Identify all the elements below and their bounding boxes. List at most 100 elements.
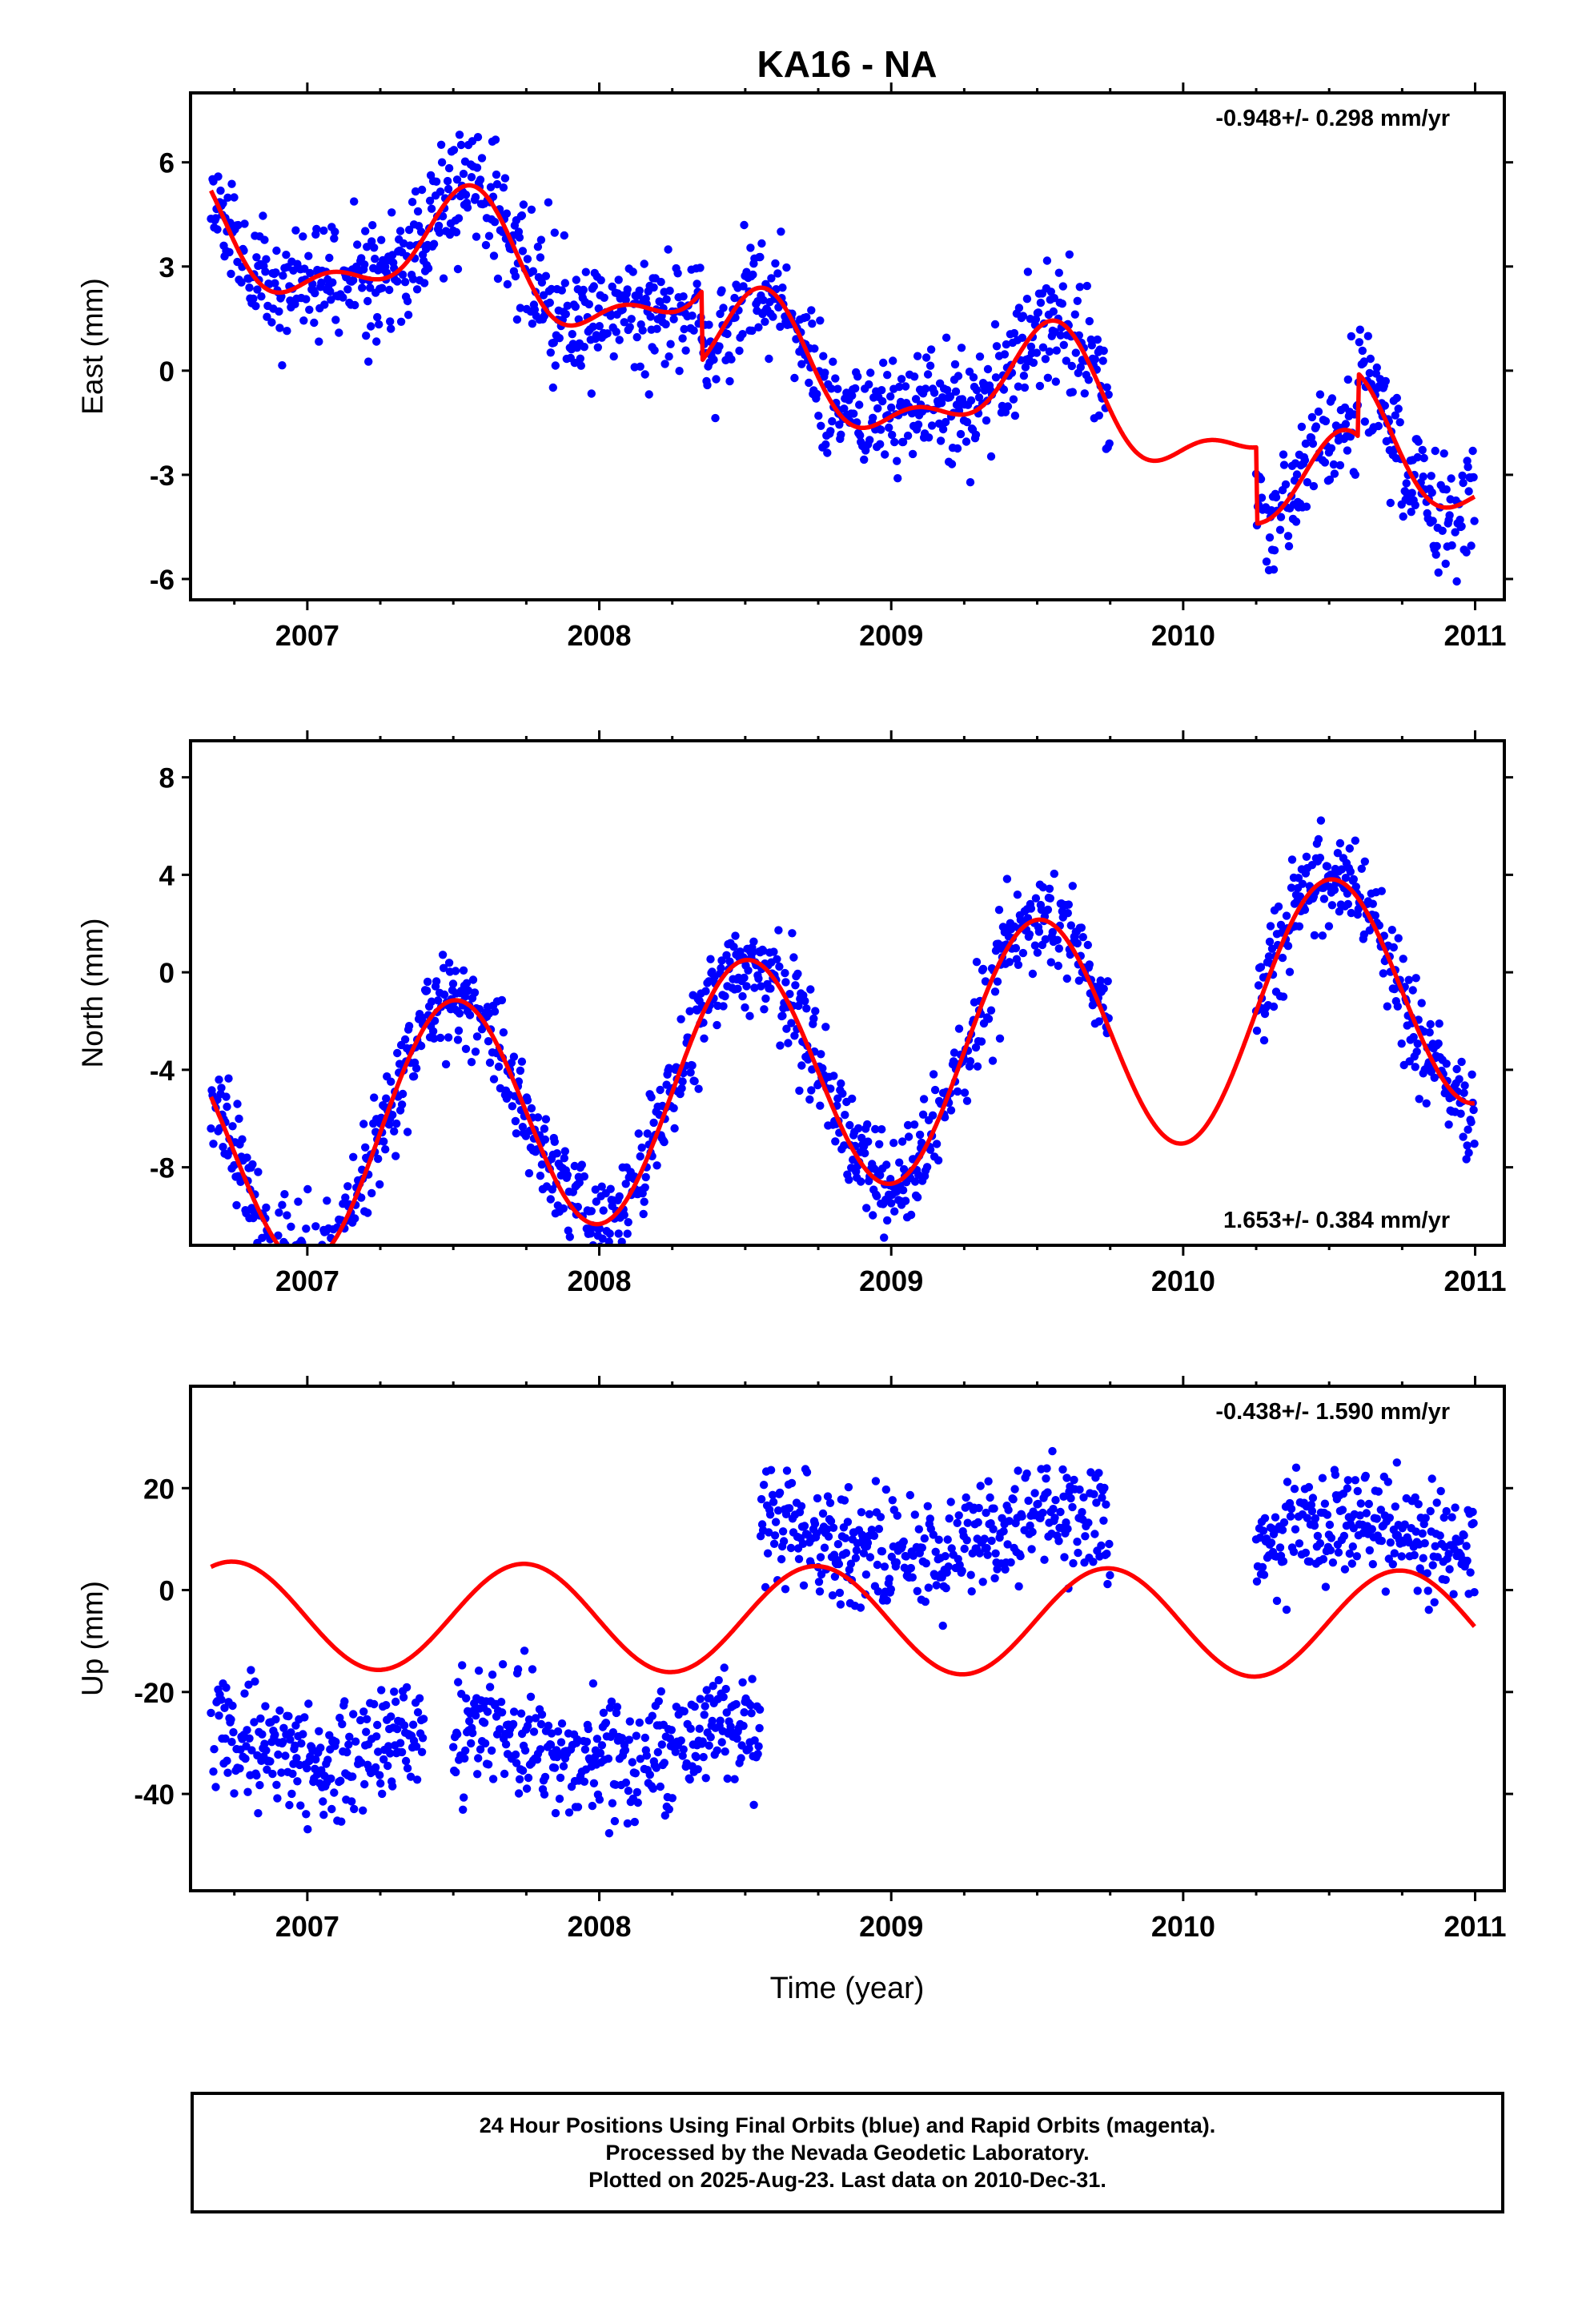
north-point xyxy=(897,1137,907,1146)
north-point xyxy=(789,953,798,962)
up-point xyxy=(787,1478,797,1488)
east-point xyxy=(1265,533,1275,542)
up-point xyxy=(584,1724,593,1734)
up-point xyxy=(1018,1512,1026,1521)
up-point xyxy=(390,1687,399,1696)
east-point xyxy=(396,227,405,235)
north-point xyxy=(605,1229,614,1238)
east-point xyxy=(581,267,590,276)
east-point xyxy=(924,433,934,442)
north-point xyxy=(248,1160,257,1169)
north-point xyxy=(744,966,753,975)
north-point xyxy=(854,1124,863,1133)
up-point xyxy=(1301,1548,1311,1558)
up-point xyxy=(1003,1540,1012,1549)
east-point xyxy=(223,193,232,202)
north-point xyxy=(841,1111,849,1120)
east-point xyxy=(673,269,682,278)
north-point xyxy=(209,1140,218,1148)
east-point xyxy=(260,235,269,244)
north-point xyxy=(1078,933,1088,942)
up-point xyxy=(516,1709,526,1718)
up-point xyxy=(1427,1474,1436,1483)
north-point xyxy=(1417,999,1426,1007)
up-point xyxy=(373,1720,382,1730)
east-point xyxy=(869,413,877,422)
up-point xyxy=(665,1734,674,1743)
east-point xyxy=(1071,348,1081,357)
east-point xyxy=(999,385,1009,394)
north-point xyxy=(913,1170,923,1180)
east-y-tick-label: -6 xyxy=(150,565,175,596)
east-point xyxy=(454,214,464,223)
east-point xyxy=(936,436,946,445)
north-point xyxy=(1285,967,1295,976)
north-point xyxy=(1456,1109,1465,1118)
caption-box: 24 Hour Positions Using Final Orbits (bl… xyxy=(191,2092,1504,2213)
east-point xyxy=(1283,532,1293,541)
east-point xyxy=(986,452,996,461)
up-point xyxy=(1323,1510,1332,1519)
north-point xyxy=(511,1116,520,1126)
up-point xyxy=(941,1552,950,1561)
up-point xyxy=(211,1783,220,1791)
up-point xyxy=(229,1727,238,1737)
east-point xyxy=(459,169,468,179)
east-point xyxy=(1407,489,1416,497)
up-point xyxy=(1009,1495,1018,1504)
east-point xyxy=(623,285,632,294)
east-point xyxy=(1276,513,1286,521)
up-point xyxy=(794,1554,804,1564)
east-point xyxy=(1411,501,1419,509)
up-point xyxy=(1390,1549,1399,1558)
east-point xyxy=(650,346,659,355)
east-point xyxy=(923,370,933,379)
up-point xyxy=(633,1798,642,1807)
north-point xyxy=(1411,1063,1419,1072)
up-point xyxy=(721,1747,729,1756)
up-point xyxy=(685,1775,694,1784)
east-point xyxy=(353,240,362,249)
north-point xyxy=(1073,939,1082,948)
east-point xyxy=(930,388,939,397)
north-point xyxy=(1002,875,1012,883)
up-point xyxy=(1308,1494,1318,1502)
east-point xyxy=(548,383,557,392)
up-point xyxy=(241,1754,250,1763)
north-point xyxy=(470,988,480,997)
north-point xyxy=(1357,864,1367,874)
up-point xyxy=(601,1719,611,1727)
up-point xyxy=(947,1544,956,1553)
up-point xyxy=(782,1466,792,1475)
north-point xyxy=(387,1077,396,1086)
east-point xyxy=(584,300,593,309)
east-point xyxy=(408,198,417,207)
up-data-points xyxy=(207,1446,1479,1838)
up-point xyxy=(522,1784,532,1793)
up-point xyxy=(833,1540,843,1549)
east-point xyxy=(530,305,540,314)
north-point xyxy=(845,1120,854,1130)
east-point xyxy=(1026,342,1036,352)
north-point xyxy=(429,1034,439,1043)
east-point xyxy=(669,315,678,324)
north-point xyxy=(733,984,742,993)
east-point xyxy=(1052,346,1062,355)
east-point xyxy=(425,196,435,205)
up-point xyxy=(592,1735,602,1743)
up-point xyxy=(297,1739,306,1748)
up-point xyxy=(1318,1474,1327,1482)
east-point xyxy=(1281,480,1291,489)
east-point xyxy=(776,322,785,332)
north-point xyxy=(934,1156,943,1165)
north-point xyxy=(889,1139,898,1148)
up-point xyxy=(401,1756,411,1766)
up-point xyxy=(327,1804,336,1814)
east-y-tick-label: 0 xyxy=(159,356,175,388)
east-point xyxy=(1284,541,1294,551)
east-point xyxy=(1029,358,1038,368)
north-point xyxy=(468,975,478,984)
up-point xyxy=(1258,1562,1267,1572)
up-point xyxy=(356,1715,365,1725)
east-point xyxy=(271,279,279,287)
